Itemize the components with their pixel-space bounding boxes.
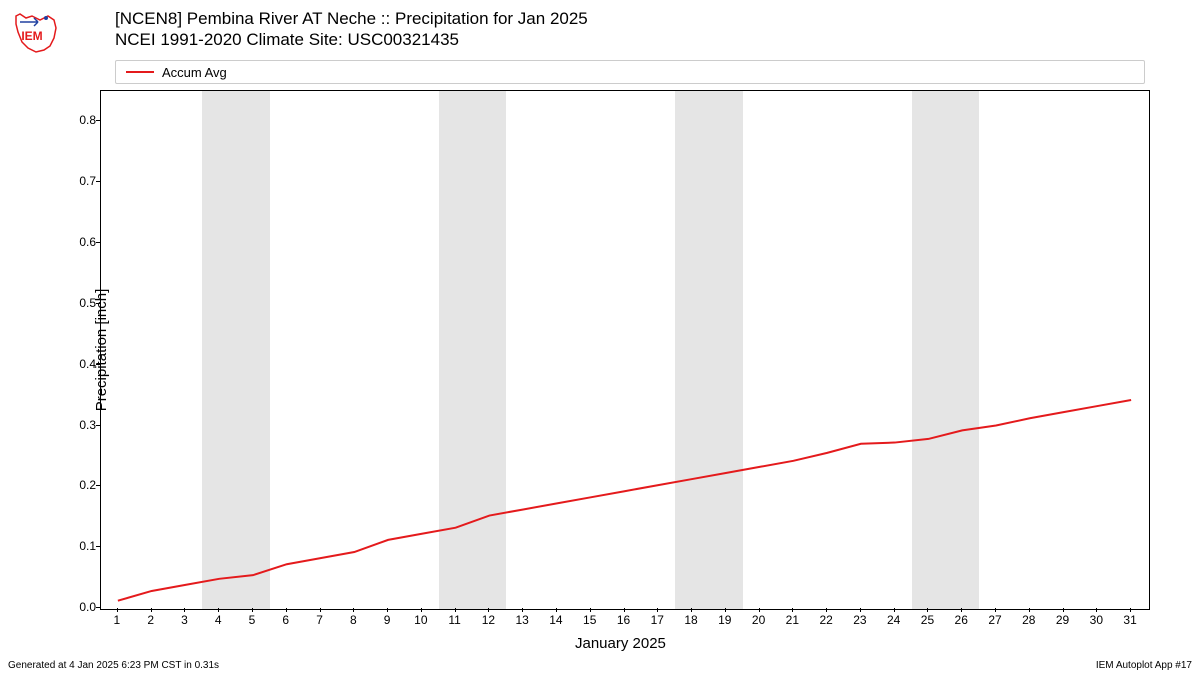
x-tick-mark [320,608,321,612]
x-tick-label: 25 [921,613,934,627]
x-tick-mark [1130,608,1131,612]
x-tick-label: 19 [718,613,731,627]
x-tick-label: 21 [786,613,799,627]
x-tick-label: 13 [515,613,528,627]
x-tick-mark [624,608,625,612]
x-tick-mark [286,608,287,612]
x-tick-label: 26 [955,613,968,627]
plot-area [100,90,1150,610]
x-tick-label: 24 [887,613,900,627]
title-line-2: NCEI 1991-2020 Climate Site: USC00321435 [115,29,588,50]
footer-generated: Generated at 4 Jan 2025 6:23 PM CST in 0… [8,660,219,671]
y-tick-label: 0.5 [68,296,96,310]
x-tick-label: 3 [181,613,188,627]
x-tick-label: 4 [215,613,222,627]
x-tick-mark [556,608,557,612]
x-tick-mark [387,608,388,612]
footer-app: IEM Autoplot App #17 [1096,660,1192,671]
y-tick-label: 0.8 [68,113,96,127]
x-tick-mark [488,608,489,612]
y-tick-mark [96,242,100,243]
x-tick-label: 22 [819,613,832,627]
x-tick-mark [995,608,996,612]
x-tick-label: 14 [549,613,562,627]
x-tick-label: 28 [1022,613,1035,627]
svg-text:IEM: IEM [21,29,42,43]
x-tick-label: 27 [988,613,1001,627]
x-tick-label: 15 [583,613,596,627]
x-tick-label: 6 [282,613,289,627]
x-tick-label: 10 [414,613,427,627]
x-tick-label: 2 [147,613,154,627]
legend-label: Accum Avg [162,65,227,80]
y-tick-label: 0.3 [68,418,96,432]
title-line-1: [NCEN8] Pembina River AT Neche :: Precip… [115,8,588,29]
x-tick-mark [117,608,118,612]
x-tick-label: 11 [448,613,460,627]
y-tick-mark [96,607,100,608]
x-tick-mark [151,608,152,612]
x-tick-mark [657,608,658,612]
x-tick-mark [792,608,793,612]
x-tick-label: 12 [482,613,495,627]
x-tick-mark [184,608,185,612]
x-tick-mark [590,608,591,612]
x-tick-label: 1 [114,613,121,627]
x-tick-label: 7 [316,613,323,627]
x-tick-label: 20 [752,613,765,627]
y-tick-mark [96,303,100,304]
x-tick-mark [421,608,422,612]
x-tick-mark [894,608,895,612]
x-tick-mark [252,608,253,612]
x-tick-mark [1029,608,1030,612]
y-tick-label: 0.6 [68,235,96,249]
x-tick-mark [1096,608,1097,612]
x-tick-mark [455,608,456,612]
x-tick-label: 16 [617,613,630,627]
y-tick-mark [96,425,100,426]
x-tick-mark [927,608,928,612]
chart-legend: Accum Avg [115,60,1145,84]
x-tick-label: 31 [1123,613,1136,627]
x-tick-label: 5 [249,613,256,627]
x-tick-mark [353,608,354,612]
y-tick-label: 0.0 [68,600,96,614]
x-tick-label: 8 [350,613,357,627]
x-tick-mark [725,608,726,612]
y-tick-mark [96,120,100,121]
y-tick-label: 0.7 [68,174,96,188]
y-tick-label: 0.2 [68,478,96,492]
y-tick-mark [96,181,100,182]
y-tick-mark [96,364,100,365]
legend-swatch [126,71,154,73]
x-tick-label: 9 [384,613,391,627]
y-tick-mark [96,546,100,547]
y-tick-label: 0.4 [68,357,96,371]
x-tick-label: 29 [1056,613,1069,627]
iem-logo: IEM [8,8,64,56]
x-tick-mark [759,608,760,612]
y-tick-mark [96,485,100,486]
x-tick-mark [961,608,962,612]
y-tick-label: 0.1 [68,539,96,553]
x-axis-label: January 2025 [575,635,666,652]
x-tick-mark [826,608,827,612]
chart-svg [101,91,1149,609]
x-tick-label: 18 [684,613,697,627]
x-tick-mark [522,608,523,612]
x-tick-label: 17 [651,613,664,627]
x-tick-mark [691,608,692,612]
x-tick-mark [218,608,219,612]
x-tick-label: 30 [1090,613,1103,627]
chart-title: [NCEN8] Pembina River AT Neche :: Precip… [115,8,588,51]
x-tick-label: 23 [853,613,866,627]
accum-avg-line [118,400,1131,601]
x-tick-mark [1063,608,1064,612]
x-tick-mark [860,608,861,612]
